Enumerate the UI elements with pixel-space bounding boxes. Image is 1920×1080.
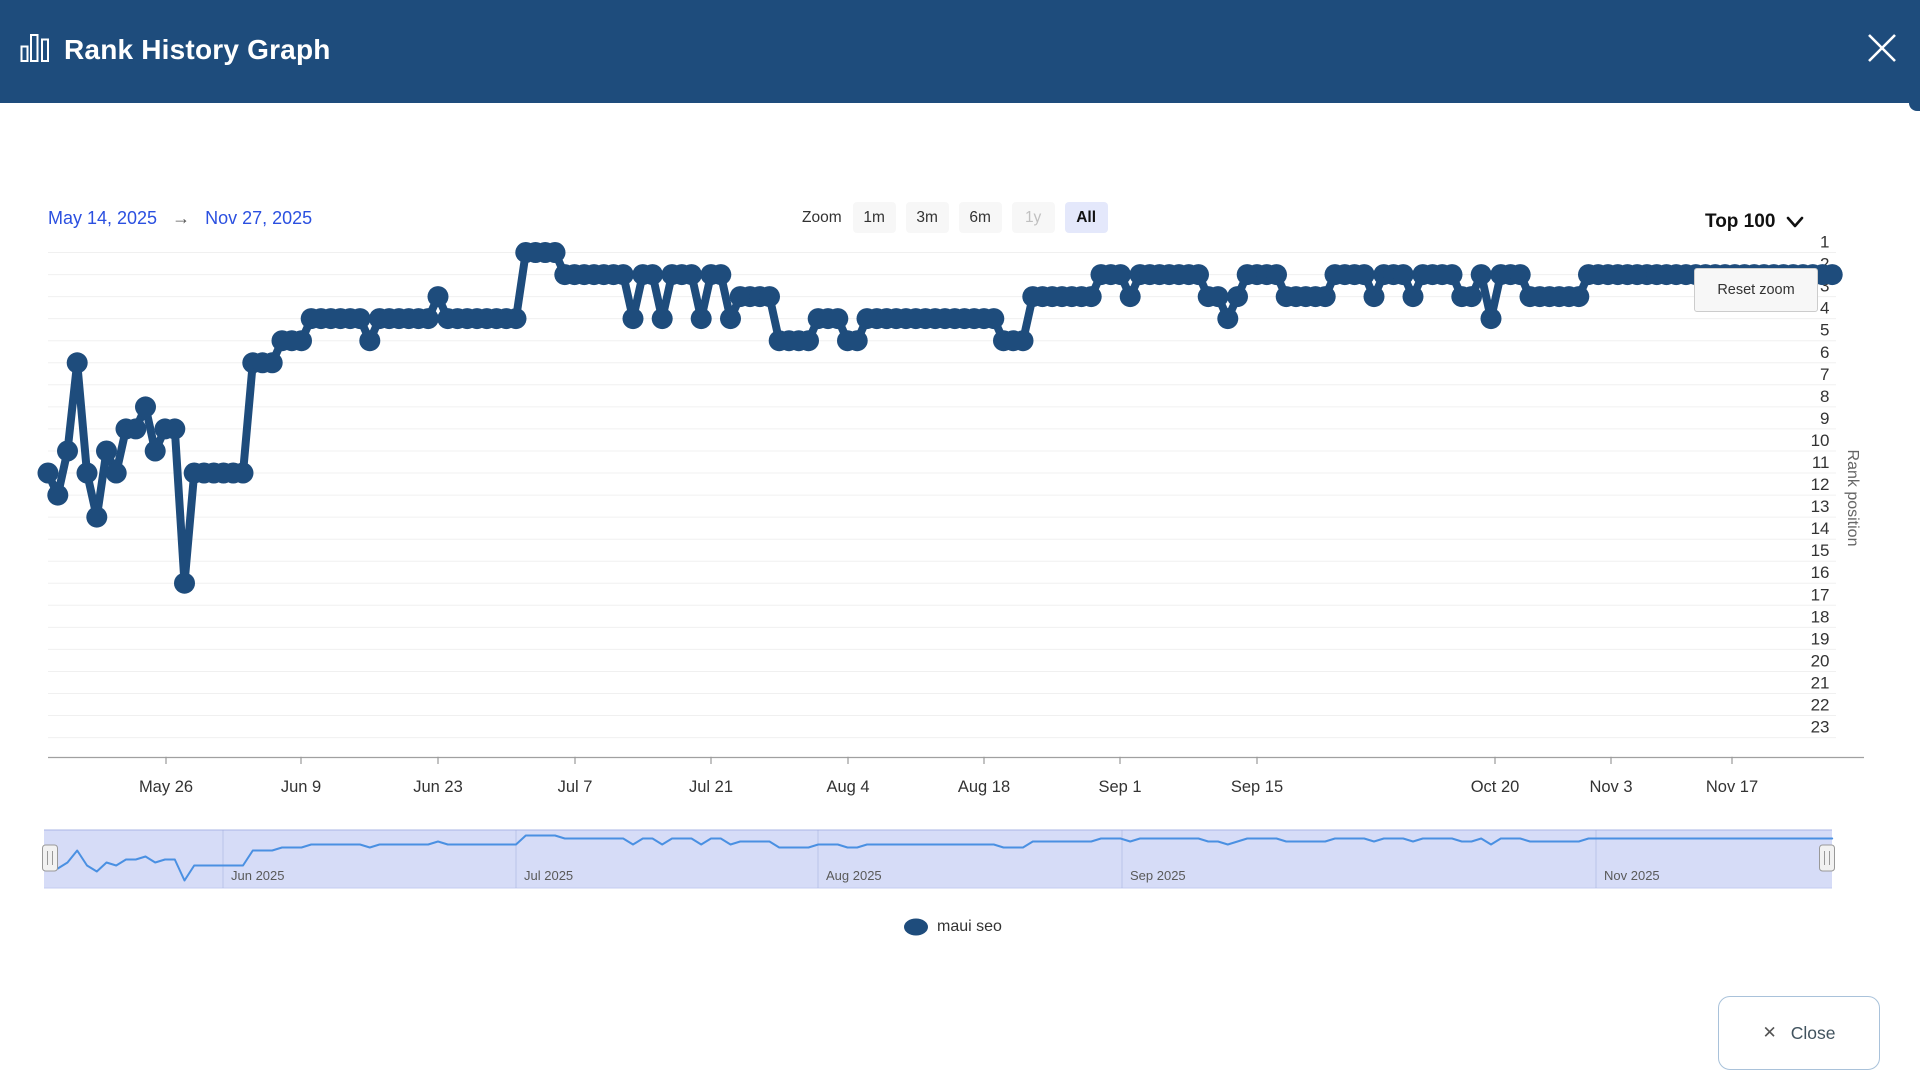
svg-text:Nov 17: Nov 17	[1706, 778, 1758, 796]
svg-text:Rank position: Rank position	[1844, 450, 1861, 547]
svg-text:Jun 9: Jun 9	[281, 778, 321, 796]
svg-text:18: 18	[1811, 607, 1830, 626]
svg-text:22: 22	[1811, 696, 1830, 715]
svg-text:Sep 2025: Sep 2025	[1130, 868, 1186, 883]
svg-text:May 26: May 26	[139, 778, 193, 796]
svg-text:10: 10	[1811, 431, 1830, 450]
svg-text:20: 20	[1811, 652, 1830, 671]
svg-text:11: 11	[1812, 453, 1830, 472]
svg-text:12: 12	[1811, 475, 1830, 494]
svg-text:23: 23	[1811, 718, 1830, 737]
svg-text:1: 1	[1820, 233, 1829, 252]
svg-text:21: 21	[1811, 674, 1830, 693]
svg-text:16: 16	[1811, 563, 1830, 582]
svg-text:Aug 4: Aug 4	[826, 778, 869, 796]
svg-text:Jul 7: Jul 7	[558, 778, 593, 796]
svg-text:17: 17	[1811, 585, 1830, 604]
svg-text:15: 15	[1811, 541, 1830, 560]
svg-text:Sep 15: Sep 15	[1231, 778, 1283, 796]
svg-text:13: 13	[1811, 497, 1830, 516]
svg-text:Sep 1: Sep 1	[1098, 778, 1141, 796]
svg-text:Jul 2025: Jul 2025	[524, 868, 573, 883]
svg-text:Jul 21: Jul 21	[689, 778, 733, 796]
svg-text:Oct 20: Oct 20	[1471, 778, 1520, 796]
svg-text:3: 3	[1820, 277, 1829, 296]
svg-text:9: 9	[1820, 409, 1829, 428]
svg-text:19: 19	[1811, 629, 1830, 648]
svg-text:14: 14	[1811, 519, 1830, 538]
svg-text:Jun 23: Jun 23	[413, 778, 463, 796]
svg-text:4: 4	[1820, 299, 1829, 318]
svg-text:Jun 2025: Jun 2025	[231, 868, 285, 883]
svg-text:Aug 2025: Aug 2025	[826, 868, 882, 883]
svg-text:Aug 18: Aug 18	[958, 778, 1010, 796]
svg-text:7: 7	[1820, 365, 1829, 384]
svg-text:8: 8	[1820, 387, 1829, 406]
svg-text:6: 6	[1820, 343, 1829, 362]
svg-text:5: 5	[1820, 321, 1829, 340]
svg-text:Nov 2025: Nov 2025	[1604, 868, 1660, 883]
svg-text:Nov 3: Nov 3	[1589, 778, 1632, 796]
svg-text:2: 2	[1820, 255, 1829, 274]
